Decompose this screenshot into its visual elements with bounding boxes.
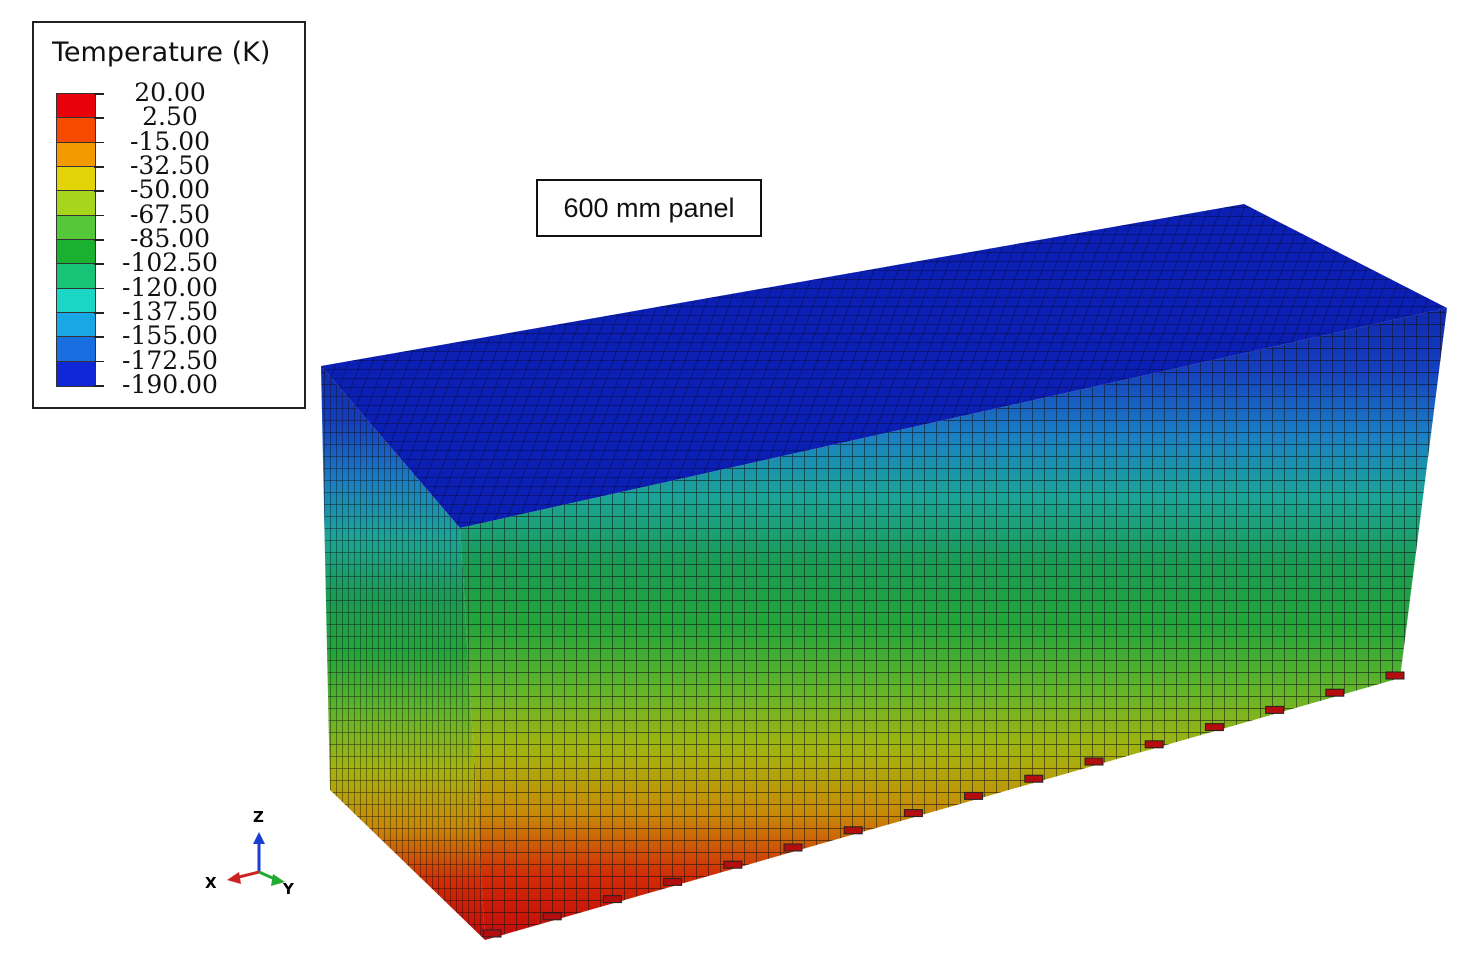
support-pad [663,877,683,886]
legend-value: 2.50 [142,102,198,132]
legend-tick [94,287,104,290]
support-pad [723,860,743,869]
legend-swatch [57,118,95,143]
legend-tick [94,141,104,144]
legend-value: -155.00 [122,321,218,351]
z-axis-arrowhead [253,832,265,844]
x-axis-arrowhead [227,872,241,884]
legend-tick [94,360,104,363]
legend-tick [94,214,104,217]
legend-value: 20.00 [134,78,206,107]
support-pad [542,912,562,921]
support-pad [482,929,502,938]
legend-swatch [57,215,95,240]
legend-tick [94,312,104,314]
model-top-mesh [321,204,1447,528]
support-pad [1204,723,1224,732]
legend-value: -120.00 [122,272,218,302]
legend-swatch [57,166,95,192]
support-pad [602,895,622,904]
legend-swatch [57,264,95,289]
legend-swatch [57,94,95,119]
model-side-mesh [321,366,485,940]
legend-value: -172.50 [122,345,218,375]
legend-tick [94,263,104,265]
legend-value: -85.00 [129,224,211,253]
support-pad [964,791,984,800]
legend-tick [94,190,104,192]
legend-value: -137.50 [122,297,218,326]
legend-value: -67.50 [129,199,211,229]
z-axis-label: Z [253,808,264,826]
legend-value: -15.00 [129,126,211,156]
panel-label: 600 mm panel [563,192,735,223]
support-pad [1265,705,1285,714]
model-front-mesh [460,308,1447,940]
legend-tick [94,336,104,338]
support-pad [1325,688,1345,697]
legend-tick [94,117,104,119]
legend-value: -102.50 [122,248,218,278]
y-axis-arrowhead [271,874,285,886]
legend-tick [94,385,104,387]
x-axis-label: X [205,874,217,892]
support-pad [843,826,863,835]
support-pad [903,809,923,818]
legend-tick [94,239,104,241]
legend-swatch [57,288,95,313]
axis-triad: Z X Y [205,808,295,898]
legend-swatch [57,337,95,362]
support-pad [1144,740,1164,749]
legend-swatch [57,239,95,265]
panel-label-box: 600 mm panel [536,179,762,237]
support-pad [1385,671,1405,680]
y-axis-label: Y [282,880,295,898]
legend-value: -50.00 [129,175,211,205]
color-legend: Temperature (K) 20.00 2.50 -15.00 -32.50 -50… [32,21,306,409]
support-pad [783,843,803,852]
legend-tick [94,93,104,95]
legend-title: Temperature (K) [52,37,271,68]
legend-swatch [57,191,95,216]
legend-swatch [57,142,95,167]
support-pad [1024,774,1044,783]
legend-value: -32.50 [129,151,211,180]
legend-tick [94,166,104,168]
support-pad [1084,757,1104,766]
legend-swatch [57,312,95,338]
legend-swatch [57,361,95,386]
support-pads [482,671,1405,938]
legend-color-bar [56,93,96,387]
legend-value: -190.00 [122,370,218,399]
